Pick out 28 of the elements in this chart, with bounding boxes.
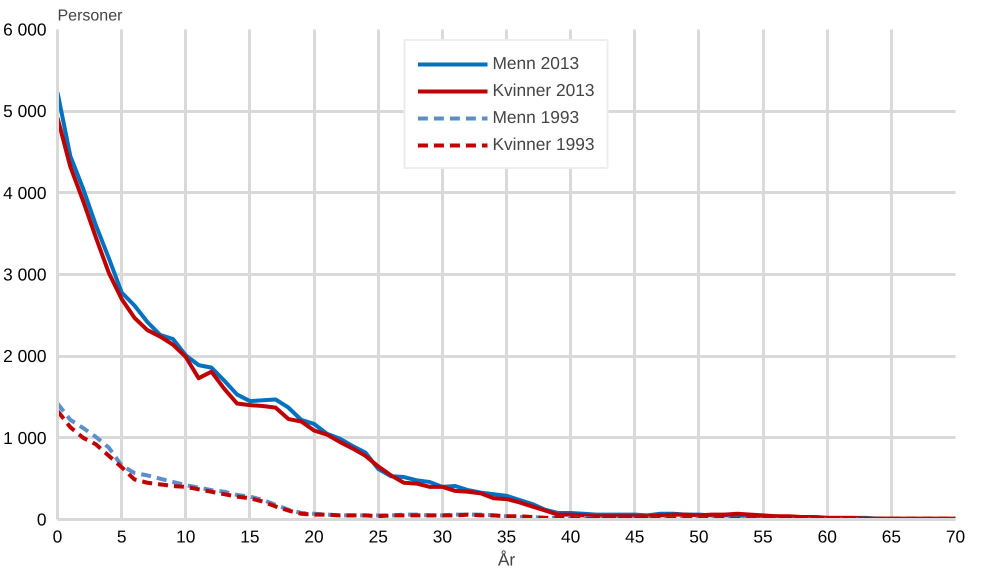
x-tick-label: 50 — [689, 526, 709, 546]
x-tick-label: 25 — [368, 526, 388, 546]
x-tick-label: 35 — [496, 526, 516, 546]
y-axis-title: Personer — [58, 8, 124, 24]
x-tick-label: 15 — [240, 526, 260, 546]
x-tick-label: 5 — [116, 526, 126, 546]
y-tick-label: 1 000 — [3, 428, 47, 448]
x-tick-label: 30 — [432, 526, 452, 546]
y-tick-label: 2 000 — [3, 346, 47, 366]
legend-label: Menn 1993 — [492, 107, 580, 128]
x-tick-label: 65 — [882, 526, 901, 546]
x-tick-label: 40 — [561, 526, 580, 546]
legend-label: Kvinner 2013 — [492, 80, 595, 101]
y-tick-label: 3 000 — [3, 264, 47, 284]
legend-label: Menn 2013 — [492, 53, 580, 74]
x-axis-title: År — [498, 550, 516, 570]
y-tick-label: 4 000 — [3, 182, 47, 203]
x-tick-label: 20 — [304, 526, 324, 546]
y-tick-label: 5 000 — [3, 101, 47, 122]
x-tick-label: 60 — [818, 526, 837, 546]
x-tick-label: 70 — [946, 526, 966, 546]
x-tick-label: 45 — [625, 526, 644, 546]
x-tick-label: 55 — [753, 526, 773, 546]
y-tick-label: 6 000 — [3, 20, 47, 40]
legend-label: Kvinner 1993 — [492, 134, 595, 155]
x-tick-label: 10 — [176, 526, 196, 546]
x-tick-label: 0 — [52, 526, 62, 546]
y-tick-label: 0 — [36, 510, 47, 530]
